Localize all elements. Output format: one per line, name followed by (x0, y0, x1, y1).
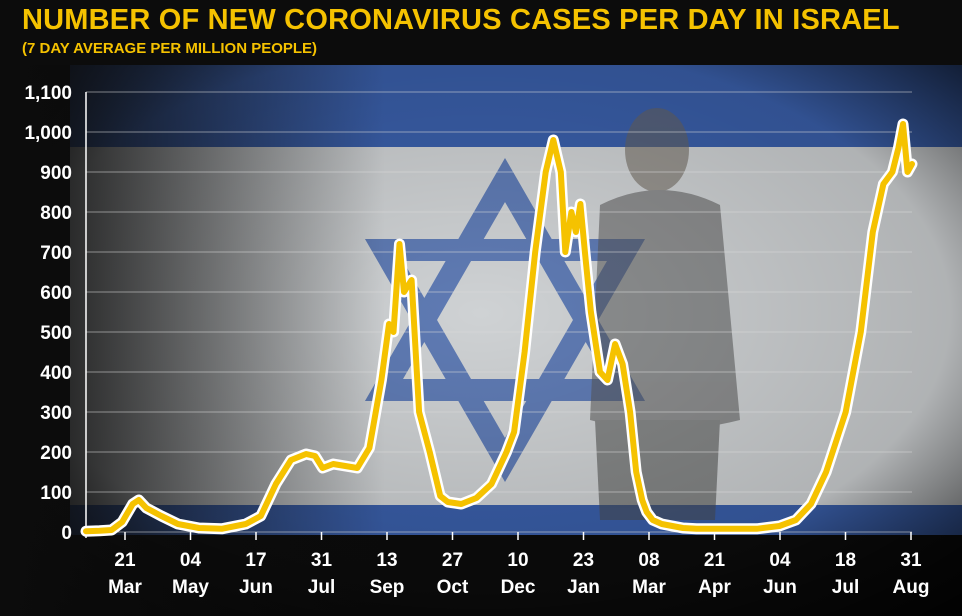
x-tick-month: Jun (239, 577, 273, 598)
x-tick-month: Aug (893, 577, 930, 598)
x-tick-day: 21 (704, 550, 726, 571)
y-tick-label: 800 (40, 203, 72, 224)
y-tick-label: 700 (40, 243, 72, 264)
x-tick-day: 27 (442, 550, 463, 571)
x-tick-day: 04 (180, 550, 202, 571)
y-tick-label: 300 (40, 403, 72, 424)
chart-title: NUMBER OF NEW CORONAVIRUS CASES PER DAY … (22, 4, 900, 36)
y-tick-label: 900 (40, 163, 72, 184)
x-tick-month: May (172, 577, 209, 598)
x-tick-day: 21 (114, 550, 136, 571)
x-tick-month: Jun (763, 577, 797, 598)
x-tick-month: Jul (832, 577, 859, 598)
x-tick-month: Jul (308, 577, 335, 598)
y-tick-label: 1,000 (24, 123, 72, 144)
y-axis-ticks: 0 100 200 300 400 500 600 700 800 900 1,000 1,100 (24, 83, 72, 544)
y-tick-label: 200 (40, 443, 72, 464)
y-tick-label: 400 (40, 363, 72, 384)
x-tick-day: 31 (311, 550, 333, 571)
x-tick-day: 13 (376, 550, 397, 571)
y-tick-label: 500 (40, 323, 72, 344)
x-tick-day: 08 (638, 550, 659, 571)
x-tick-month: Apr (698, 577, 731, 598)
x-axis-ticks: 21 Mar 04 May 17 Jun 31 Jul 13 Sep 27 Oct 10 Dec 23 Jan… (108, 532, 929, 598)
x-tick-month: Mar (632, 577, 666, 598)
x-tick-day: 31 (900, 550, 922, 571)
series-layer (80, 118, 918, 537)
x-tick-day: 04 (769, 550, 791, 571)
x-tick-month: Dec (501, 577, 536, 598)
x-tick-day: 23 (573, 550, 594, 571)
israel-flag-background (0, 65, 962, 616)
y-tick-label: 0 (61, 523, 72, 544)
x-tick-month: Jan (567, 577, 600, 598)
x-tick-day: 17 (245, 550, 266, 571)
y-tick-label: 600 (40, 283, 72, 304)
y-tick-label: 100 (40, 483, 72, 504)
x-tick-month: Oct (437, 577, 469, 598)
x-tick-day: 18 (835, 550, 856, 571)
background-left-fade (0, 65, 962, 616)
x-tick-month: Sep (370, 577, 405, 598)
x-tick-day: 10 (507, 550, 528, 571)
x-tick-month: Mar (108, 577, 142, 598)
chart-subtitle: (7 DAY AVERAGE PER MILLION PEOPLE) (22, 40, 318, 57)
y-tick-label: 1,100 (24, 83, 72, 104)
